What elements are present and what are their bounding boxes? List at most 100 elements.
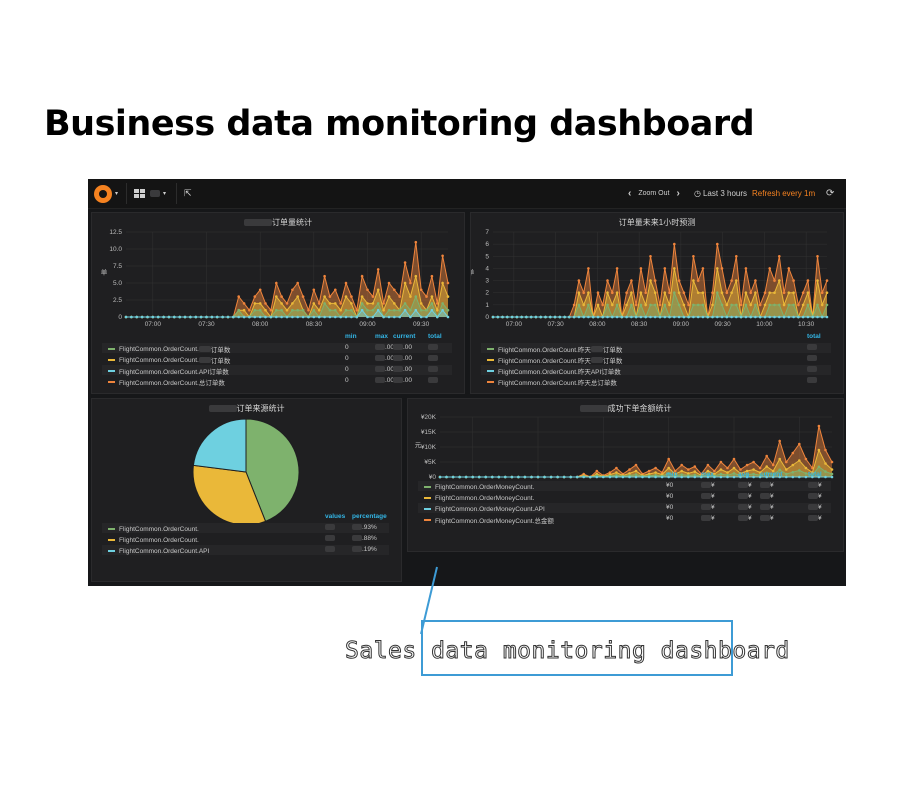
y-tick-label: 2 (485, 290, 489, 297)
legend-value-current: ¥ (760, 493, 774, 500)
series-point (654, 471, 657, 474)
legend-item[interactable]: FlightCommon.OrderMoneyCount.总金额 (424, 515, 554, 525)
series-point (825, 291, 829, 294)
series-point (355, 315, 359, 319)
series-point (649, 255, 652, 258)
series-point (749, 291, 752, 294)
series-point (536, 475, 540, 479)
series-point (711, 303, 714, 307)
series-point (601, 315, 604, 319)
legend-header-max[interactable]: max (375, 333, 389, 340)
series-point (726, 466, 729, 470)
series-point (366, 288, 369, 292)
series-point (312, 308, 316, 312)
series-point (625, 315, 628, 319)
series-point (595, 469, 599, 473)
series-point (706, 315, 709, 319)
series-point (744, 303, 748, 307)
series-point (830, 475, 834, 479)
series-point (471, 475, 474, 479)
legend-item[interactable]: FlightCommon.OrderCount. 订单数 (108, 355, 230, 365)
legend-item[interactable]: FlightCommon.OrderCount.昨天 订单数 (487, 344, 622, 354)
legend-value-values (325, 546, 335, 553)
series-point (653, 291, 657, 294)
legend-header-percentage[interactable]: percentage (352, 513, 387, 520)
legend-item[interactable]: FlightCommon.OrderCount.API (108, 546, 209, 556)
panel-title: 订单量统计 (272, 218, 312, 227)
legend-header-current[interactable]: current (393, 333, 416, 340)
series-point (763, 303, 767, 307)
legend-header-current[interactable]: current (760, 471, 783, 478)
legend-series-name: FlightCommon.OrderCount.API订单数 (119, 369, 229, 376)
legend-value-max: ¥ (701, 482, 715, 489)
legend-header-max[interactable]: max (701, 471, 715, 478)
legend-value-values (325, 524, 335, 531)
legend-value-percentage: .93% (352, 524, 377, 531)
series-point (792, 303, 795, 307)
legend-header-avg[interactable]: avg (738, 471, 750, 478)
legend-item[interactable]: FlightCommon.OrderCount. (108, 524, 199, 534)
legend-item[interactable]: FlightCommon.OrderCount.总订单数 (108, 377, 225, 387)
legend-header-total[interactable]: total (807, 333, 821, 340)
series-point (820, 315, 824, 319)
series-point (801, 303, 805, 307)
series-point (782, 291, 786, 294)
legend-header-min[interactable]: min (345, 333, 357, 340)
legend-value-total (428, 377, 438, 384)
callout-box (421, 620, 733, 676)
legend-item[interactable]: FlightCommon.OrderMoneyCount.API (424, 504, 545, 514)
refresh-icon[interactable]: ⟳ (826, 188, 835, 199)
legend-header-total[interactable]: total (808, 471, 822, 478)
chevron-right-icon[interactable]: › (676, 188, 680, 199)
legend-series-name: FlightCommon.OrderCount. (119, 356, 199, 364)
series-point (754, 279, 757, 282)
series-point (135, 315, 138, 319)
caret-down-icon: ▾ (163, 191, 167, 197)
chevron-left-icon[interactable]: ‹ (628, 188, 632, 199)
legend-value-avg: ¥ (738, 504, 752, 511)
series-point (739, 475, 742, 479)
legend-header-min[interactable]: min (666, 471, 678, 478)
series-point (630, 315, 633, 319)
legend-item[interactable]: FlightCommon.OrderCount. 订单数 (108, 344, 230, 354)
legend-value-max: ¥ (701, 493, 715, 500)
series-point (745, 475, 749, 479)
series-point (804, 475, 808, 479)
share-button[interactable]: ⇱ (184, 179, 192, 208)
series-point (811, 315, 814, 319)
series-point (787, 291, 791, 294)
series-point (739, 468, 742, 471)
series-point (360, 274, 364, 278)
time-picker[interactable]: ◷ Last 3 hours (694, 179, 747, 208)
legend-item[interactable]: FlightCommon.OrderMoneyCount. (424, 482, 534, 492)
series-point (291, 302, 294, 305)
series-point (825, 279, 829, 282)
grafana-logo-menu[interactable]: ▾ (94, 179, 118, 208)
legend-header-values[interactable]: values (325, 513, 346, 520)
legend-item[interactable]: FlightCommon.OrderCount.API订单数 (108, 366, 229, 376)
series-point (798, 459, 801, 462)
legend-item[interactable]: FlightCommon.OrderCount.昨天总订单数 (487, 377, 617, 387)
legend-item[interactable]: FlightCommon.OrderMoneyCount. (424, 493, 534, 503)
zoom-out-button[interactable]: Zoom Out (638, 190, 670, 197)
series-point (653, 315, 657, 319)
series-point (732, 472, 736, 475)
series-point (156, 315, 160, 319)
refresh-interval[interactable]: Refresh every 1m (752, 189, 816, 198)
series-point (258, 288, 262, 292)
series-point (787, 303, 791, 307)
y-tick-label: 0 (485, 314, 489, 321)
series-point (653, 279, 657, 282)
legend-header-total[interactable]: total (428, 333, 442, 340)
time-range-label[interactable]: Last 3 hours (702, 189, 748, 198)
series-point (735, 279, 738, 282)
series-point (630, 279, 633, 282)
legend-item[interactable]: FlightCommon.OrderCount.昨天API订单数 (487, 366, 621, 376)
slide-caption: Sales data monitoring dashboard (345, 638, 790, 665)
legend-item[interactable]: FlightCommon.OrderCount.昨天 订单数 (487, 355, 622, 365)
zoom-out-control[interactable]: ‹ Zoom Out › (628, 179, 680, 208)
dashboard-picker[interactable]: ▾ (134, 179, 166, 208)
order-volume-chart: 0 2.5 5.0 7.5 10.0 12.5 07:00 07:30 08:00 08:30 09… (101, 229, 450, 328)
legend-item[interactable]: FlightCommon.OrderCount. (108, 535, 199, 545)
series-point (696, 303, 700, 307)
